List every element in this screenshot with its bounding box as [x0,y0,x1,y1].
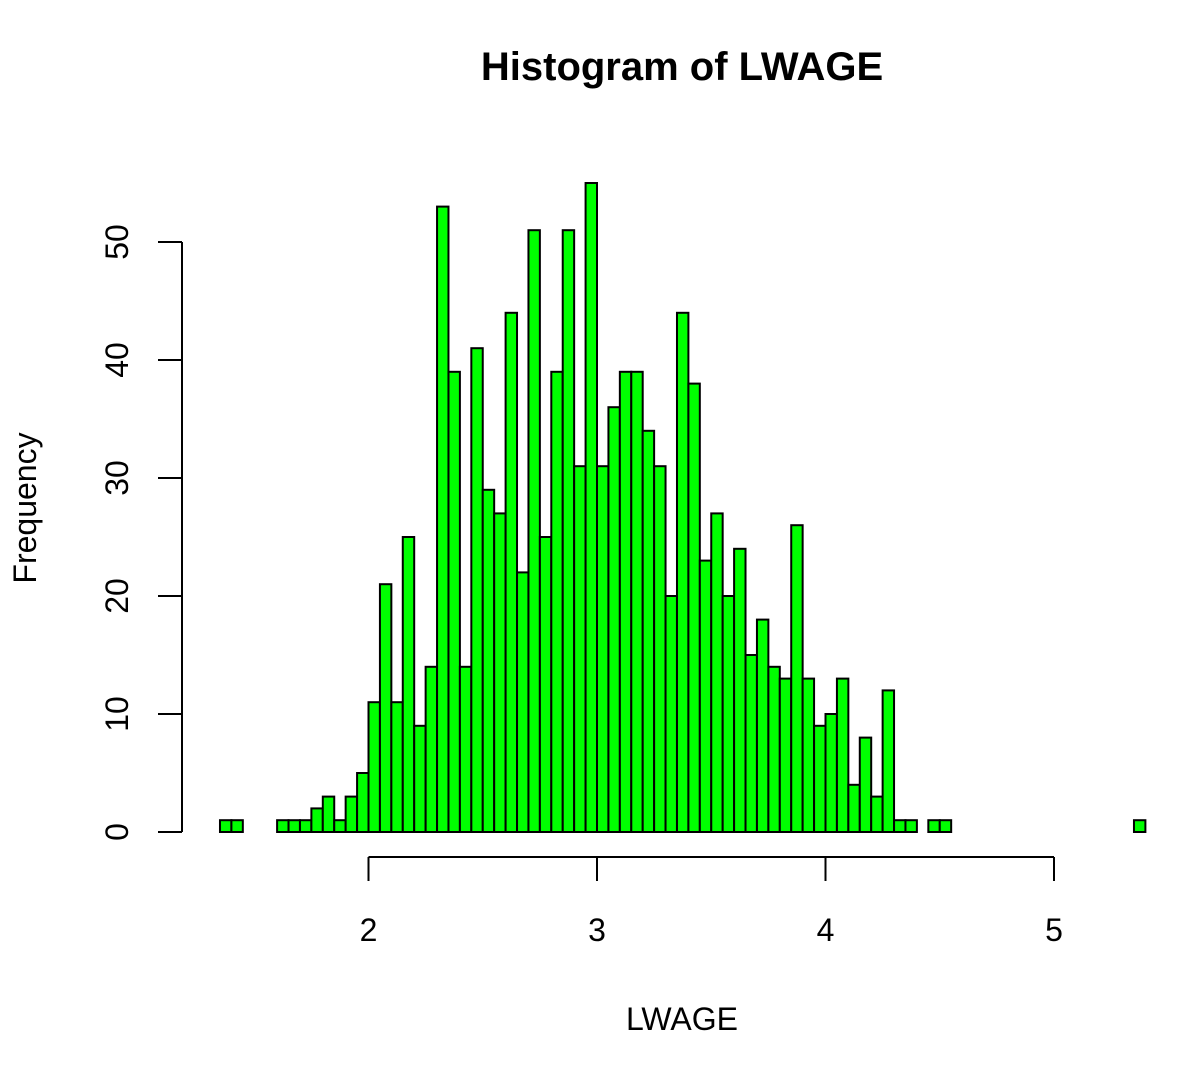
histogram-bar [755,618,770,833]
histogram-bar [767,665,781,833]
histogram-bar [298,819,313,834]
histogram-bar [824,713,838,833]
x-axis: 2 3 4 5 [360,856,1063,948]
histogram-bar [287,819,301,834]
y-tick-label: 30 [99,460,135,496]
histogram-bar [230,819,244,834]
histogram-bar [493,512,507,834]
histogram-bar [596,465,610,833]
histogram-bar [835,677,850,833]
x-tick-label: 3 [588,912,606,948]
histogram-bar [378,583,393,834]
histogram-bar [413,724,427,833]
histogram-bar [653,465,667,833]
histogram-bar [573,465,587,833]
histogram-bar [538,536,553,833]
histogram-bar [847,783,861,833]
chart-title: Histogram of LWAGE [481,45,883,89]
histogram-bar [1132,819,1147,834]
histogram-bar [481,488,496,833]
histogram-bar [424,665,439,833]
histogram-bar [778,677,793,833]
histogram-bar [904,819,918,834]
histogram-bar [698,559,713,833]
y-axis-label: Frequency [7,432,43,583]
histogram-bar [333,819,347,834]
histogram-bar [470,347,484,833]
histogram-bar [881,689,896,834]
histogram-bar [276,819,290,834]
histogram-bar [310,807,324,834]
histogram-bar [584,182,599,833]
histogram-bar [664,595,678,833]
histogram-bar [675,311,690,833]
histogram-bar [607,406,621,833]
y-tick-label: 20 [99,578,135,614]
histogram-bar [687,382,701,833]
y-tick-label: 10 [99,696,135,732]
histogram-bar [390,701,404,834]
histogram-bar [938,819,953,834]
histogram-bar [618,370,633,833]
histogram-bar [630,370,644,833]
histogram-bar [561,229,576,833]
histogram-bar [813,724,827,833]
histogram-bar [218,819,233,834]
histogram-bar [356,772,370,833]
histogram-bar [733,547,747,833]
histogram-bar [527,229,541,833]
histogram-bar [858,736,873,833]
histogram-bar [367,701,381,834]
y-tick-label: 40 [99,342,135,378]
histogram-bar [744,654,758,833]
histogram-bar [790,524,804,833]
y-tick-label: 50 [99,224,135,260]
histogram-bars [218,182,1147,834]
histogram-bar [801,677,816,833]
histogram-bar [321,795,336,833]
histogram-bar [458,665,473,833]
x-tick-label: 5 [1045,912,1063,948]
histogram-bar [401,536,416,833]
histogram-bar [516,571,530,834]
histogram-bar [447,370,461,833]
histogram-bar [870,795,884,833]
histogram-bar [721,595,736,833]
y-axis: 0 10 20 30 40 50 [99,224,183,841]
histogram-bar [550,370,564,833]
histogram-bar [344,795,359,833]
x-tick-label: 2 [360,912,378,948]
x-axis-label: LWAGE [626,1001,738,1037]
histogram-bar [927,819,941,834]
histogram-bar [641,429,656,833]
y-tick-label: 0 [99,823,135,841]
histogram-bar [504,311,519,833]
histogram-bar [710,512,724,834]
x-tick-label: 4 [817,912,835,948]
histogram-bar [436,205,450,834]
histogram-bar [893,819,907,834]
